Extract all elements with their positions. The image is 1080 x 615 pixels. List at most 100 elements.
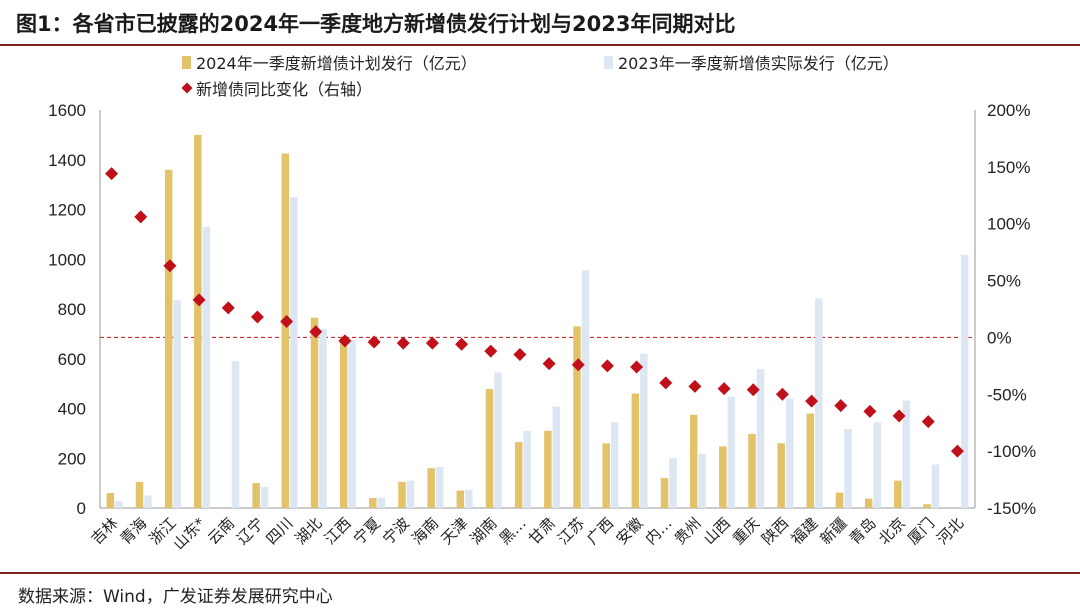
actual-bar [406,480,415,508]
plan-bar [427,468,435,508]
plan-bar [339,337,348,508]
plan-bar [544,430,552,508]
right-axis-tick-label: 100% [987,215,1030,234]
actual-bar [494,372,502,508]
actual-bar [640,353,648,508]
actual-bar [173,300,181,508]
category-label: 陕西 [758,514,792,548]
title-bar: 图1：各省市已披露的2024年一季度地方新增债发行计划与2023年同期对比 [0,0,1080,46]
actual-bar [523,430,531,508]
plan-bar [135,481,144,508]
legend-actual-swatch [604,56,613,69]
category-label: 湖北 [292,514,326,548]
yoy-marker [425,336,439,350]
yoy-marker [921,415,935,429]
left-axis-tick-label: 200 [58,449,86,468]
actual-bar [319,328,327,508]
category-label: 广西 [583,514,617,548]
yoy-marker [805,394,819,408]
category-label: 江苏 [554,514,588,548]
actual-bar [844,428,852,508]
actual-bar [348,340,356,508]
yoy-marker [396,336,410,350]
actual-bar [465,489,473,508]
chart-title: 图1：各省市已披露的2024年一季度地方新增债发行计划与2023年同期对比 [16,12,736,36]
yoy-marker [250,310,264,324]
left-axis-tick-label: 1200 [48,201,86,220]
plan-bar [485,389,494,508]
left-axis-tick-label: 400 [58,400,86,419]
category-label: 吉林 [87,514,121,548]
plan-bar [777,443,785,508]
plan-bar [894,480,902,508]
plan-bar [252,483,260,508]
plan-bar [864,498,873,508]
yoy-marker [338,334,352,348]
category-label: 宁夏 [350,514,384,548]
left-axis-tick-label: 0 [77,499,86,518]
plan-bar [602,443,610,508]
legend-actual-label: 2023年一季度新增债实际发行（亿元） [618,54,899,73]
actual-bar [610,422,619,508]
right-axis-tick-label: 0% [987,328,1012,347]
actual-bar [756,369,765,508]
actual-bar [202,226,211,508]
plan-bar [689,414,698,508]
plan-bar [281,153,290,508]
plan-bar [164,169,173,508]
category-label: 四川 [262,514,296,548]
category-label: 辽宁 [233,514,267,548]
category-label: 安徽 [612,514,646,548]
category-label: 新疆 [817,514,851,548]
actual-bar [785,398,794,508]
plan-bar [748,433,756,508]
legend-plan-label: 2024年一季度新增债计划发行（亿元） [196,54,477,73]
actual-bar [552,406,561,508]
category-label: 福建 [787,514,821,548]
category-label: 江西 [321,514,355,548]
yoy-marker [571,358,585,372]
category-label: 山西 [700,514,734,548]
actual-bar [435,466,444,508]
actual-bar [902,400,911,508]
source-note: 数据来源：Wind，广发证券发展研究中心 [18,587,333,607]
chart-svg: 0 200 400 600 800 1000 1200 1400 1600 200% 150% 100… [48,54,1036,553]
yoy-marker [309,325,323,339]
yoy-marker [280,315,294,329]
category-label: 内… [642,514,676,548]
category-label: 云南 [204,514,238,548]
yoy-marker [892,409,906,423]
yoy-marker [600,359,614,373]
legend-yoy-label: 新增债同比变化（右轴） [196,80,372,99]
category-label: 河北 [933,514,967,548]
yoy-marker [484,344,498,358]
yoy-marker [950,444,964,458]
category-label: 湖南 [467,514,501,548]
plan-bar [660,478,669,508]
category-label: 北京 [875,514,909,548]
actual-bar [231,361,240,508]
yoy-marker [455,337,469,351]
plan-bar [106,493,115,508]
yoy-marker [134,210,148,224]
yoy-marker [688,379,702,393]
plan-bar [631,393,640,508]
right-axis-tick-label: -50% [987,385,1027,404]
plan-bar [369,498,377,508]
actual-bar [960,254,969,508]
legend-yoy-swatch [181,82,193,94]
category-label: 甘肃 [525,514,559,548]
yoy-marker [542,357,556,371]
plan-bar [398,481,406,508]
footer-divider [0,572,1080,574]
actual-bar [144,495,152,508]
right-axis-tick-label: 150% [987,158,1030,177]
left-axis-tick-label: 1400 [48,151,86,170]
yoy-marker [717,382,731,396]
category-label: 厦门 [904,514,938,548]
actual-bar [260,486,269,508]
actual-bar [698,453,706,508]
yoy-marker [513,347,527,361]
left-axis-tick-label: 1000 [48,250,86,269]
actual-bar [115,501,123,508]
